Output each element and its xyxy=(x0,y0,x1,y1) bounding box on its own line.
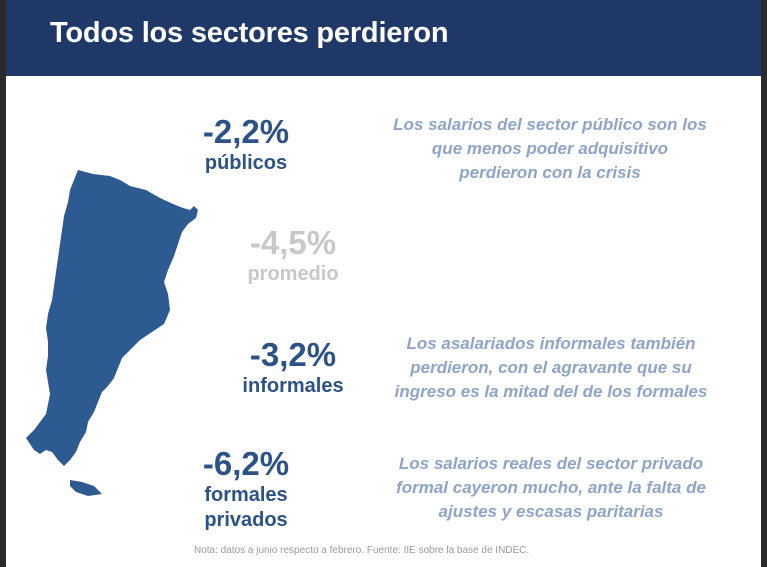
description-line: Los asalariados informales también xyxy=(406,334,696,353)
tierra-del-fuego xyxy=(70,480,102,496)
description-publicos: Los salarios del sector público son los … xyxy=(372,113,728,185)
title-bar: Todos los sectores perdieron xyxy=(6,0,761,76)
argentina-mainland xyxy=(26,170,198,466)
slide-title: Todos los sectores perdieron xyxy=(50,17,449,49)
description-line: formal cayeron mucho, ante la falta de xyxy=(396,478,706,497)
stat-label: promedio xyxy=(247,263,339,285)
stat-promedio: -4,5% promedio xyxy=(228,224,358,287)
source-note: Nota: datos a junio respecto a febrero. … xyxy=(194,545,530,556)
stat-value: -2,2% xyxy=(202,113,290,150)
stat-value: -3,2% xyxy=(249,336,337,373)
stat-label-line-2: privados xyxy=(204,509,288,531)
stat-informales: -3,2% informales xyxy=(228,336,358,399)
stat-formales-privados: -6,2% formales privados xyxy=(186,445,306,533)
stat-value: -6,2% xyxy=(202,445,290,482)
argentina-map-icon xyxy=(26,170,198,496)
description-line: Los salarios reales del sector privado xyxy=(398,454,704,473)
description-line: que menos poder adquisitivo xyxy=(431,139,669,158)
stat-publicos: -2,2% públicos xyxy=(186,113,306,176)
description-informales: Los asalariados informales también perdi… xyxy=(368,332,734,404)
description-line: ajustes y escasas paritarias xyxy=(438,502,664,521)
description-line: Los salarios del sector público son los xyxy=(393,115,707,134)
stat-value: -4,5% xyxy=(249,224,337,261)
description-line: perdieron, con el agravante que su xyxy=(410,358,692,377)
stat-label-line-1: formales xyxy=(204,484,288,506)
stat-label: públicos xyxy=(204,152,288,174)
description-line: perdieron con la crisis xyxy=(459,163,641,182)
description-formales: Los salarios reales del sector privado f… xyxy=(368,452,734,524)
stat-label: informales xyxy=(242,375,344,397)
description-line: ingreso es la mitad del de los formales xyxy=(394,382,708,401)
